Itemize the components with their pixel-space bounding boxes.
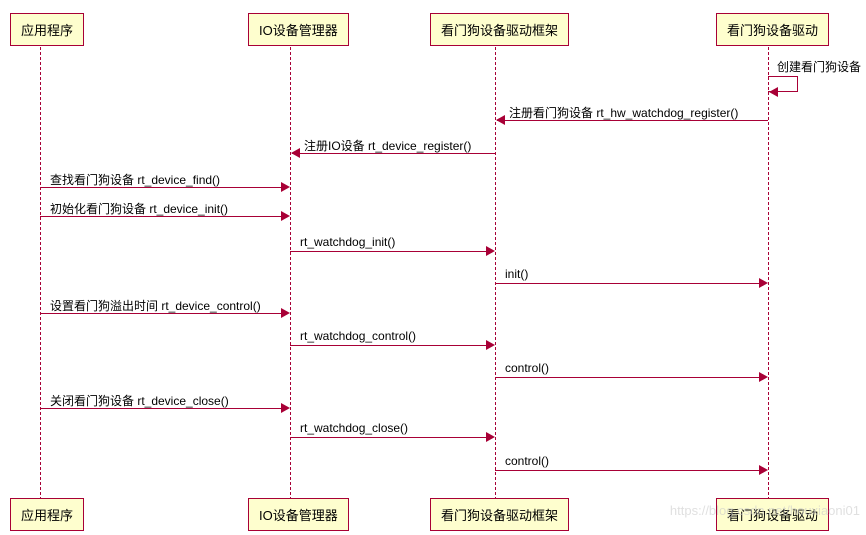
msg8-arrow [486, 340, 495, 350]
lifeline-framework [495, 42, 496, 500]
msg7-label: 设置看门狗溢出时间 rt_device_control() [50, 297, 261, 314]
msg7-line [40, 313, 288, 314]
msg-self-create-arrow [769, 87, 778, 97]
msg8-label: rt_watchdog_control() [300, 329, 416, 343]
msg12-line [495, 470, 766, 471]
msg2-line [292, 153, 495, 154]
msg1-line [497, 120, 768, 121]
msg10-line [40, 408, 288, 409]
msg8-line [290, 345, 493, 346]
msg7-arrow [281, 308, 290, 318]
msg10-arrow [281, 403, 290, 413]
participant-app-bottom: 应用程序 [10, 498, 84, 531]
msg5-arrow [486, 246, 495, 256]
msg11-line [290, 437, 493, 438]
lifeline-driver [768, 42, 769, 500]
msg12-label: control() [505, 454, 549, 468]
msg1-arrow [496, 115, 505, 125]
msg4-line [40, 216, 288, 217]
msg-self-create-label: 创建看门狗设备 [777, 58, 861, 75]
msg10-label: 关闭看门狗设备 rt_device_close() [50, 392, 229, 409]
msg3-label: 查找看门狗设备 rt_device_find() [50, 171, 220, 188]
msg9-line [495, 377, 766, 378]
msg9-label: control() [505, 361, 549, 375]
participant-framework-top: 看门狗设备驱动框架 [430, 13, 569, 46]
participant-iomgr-bottom: IO设备管理器 [248, 498, 349, 531]
participant-framework-bottom: 看门狗设备驱动框架 [430, 498, 569, 531]
msg6-label: init() [505, 267, 528, 281]
msg12-arrow [759, 465, 768, 475]
msg2-arrow [291, 148, 300, 158]
msg4-arrow [281, 211, 290, 221]
msg6-arrow [759, 278, 768, 288]
msg3-line [40, 187, 288, 188]
participant-iomgr-top: IO设备管理器 [248, 13, 349, 46]
lifeline-app [40, 42, 41, 500]
msg11-label: rt_watchdog_close() [300, 421, 408, 435]
participant-driver-top: 看门狗设备驱动 [716, 13, 829, 46]
lifeline-iomgr [290, 42, 291, 500]
msg5-label: rt_watchdog_init() [300, 235, 395, 249]
watermark: https://blog.csdn.net/houxiaoni01 [670, 503, 860, 518]
msg9-arrow [759, 372, 768, 382]
msg5-line [290, 251, 493, 252]
msg11-arrow [486, 432, 495, 442]
msg1-label: 注册看门狗设备 rt_hw_watchdog_register() [509, 104, 738, 121]
participant-app-top: 应用程序 [10, 13, 84, 46]
msg4-label: 初始化看门狗设备 rt_device_init() [50, 200, 228, 217]
msg3-arrow [281, 182, 290, 192]
msg6-line [495, 283, 766, 284]
msg2-label: 注册IO设备 rt_device_register() [304, 137, 471, 154]
